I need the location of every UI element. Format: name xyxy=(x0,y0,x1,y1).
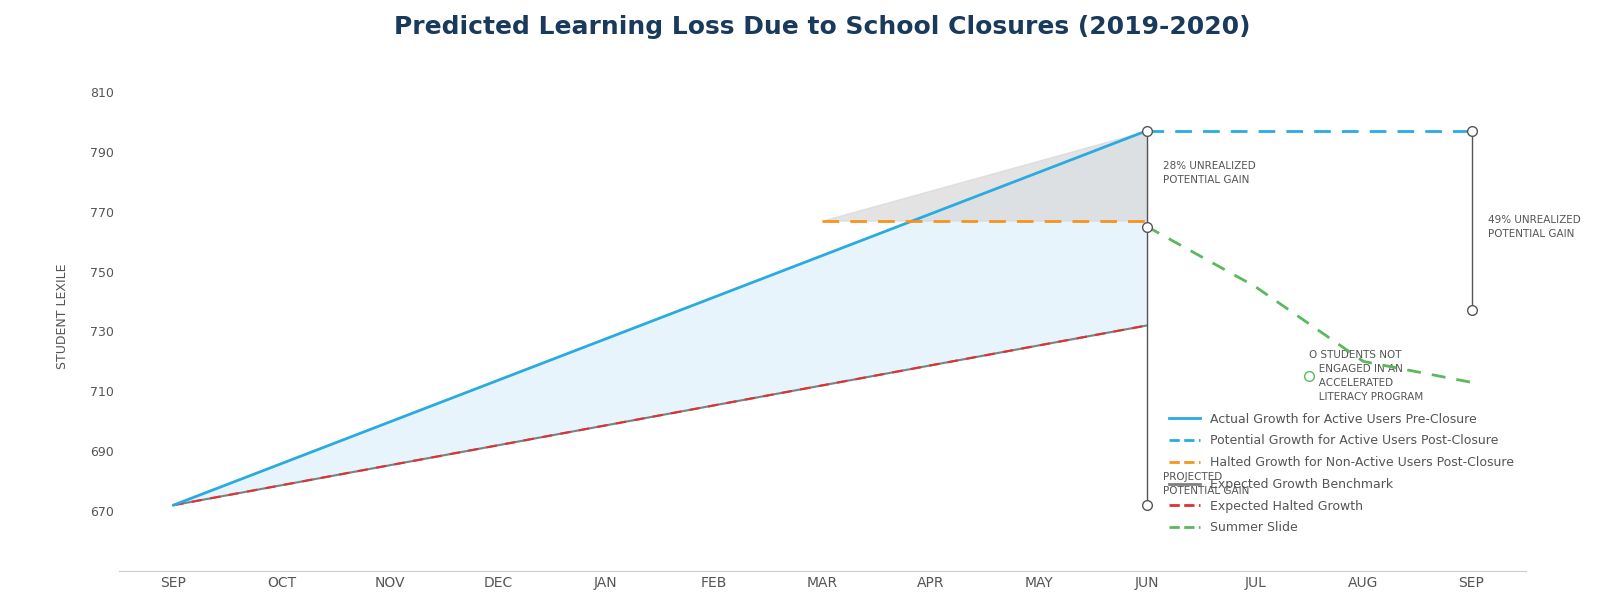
Text: 49% UNREALIZED
POTENTIAL GAIN: 49% UNREALIZED POTENTIAL GAIN xyxy=(1488,215,1581,238)
Title: Predicted Learning Loss Due to School Closures (2019-2020): Predicted Learning Loss Due to School Cl… xyxy=(394,15,1251,39)
Text: PROJECTED
POTENTIAL GAIN: PROJECTED POTENTIAL GAIN xyxy=(1163,473,1250,496)
Text: 28% UNREALIZED
POTENTIAL GAIN: 28% UNREALIZED POTENTIAL GAIN xyxy=(1163,161,1256,185)
Text: O STUDENTS NOT
   ENGAGED IN AN
   ACCELERATED
   LITERACY PROGRAM: O STUDENTS NOT ENGAGED IN AN ACCELERATED… xyxy=(1309,350,1424,402)
Legend: Actual Growth for Active Users Pre-Closure, Potential Growth for Active Users Po: Actual Growth for Active Users Pre-Closu… xyxy=(1165,408,1520,540)
Y-axis label: STUDENT LEXILE: STUDENT LEXILE xyxy=(56,264,69,369)
